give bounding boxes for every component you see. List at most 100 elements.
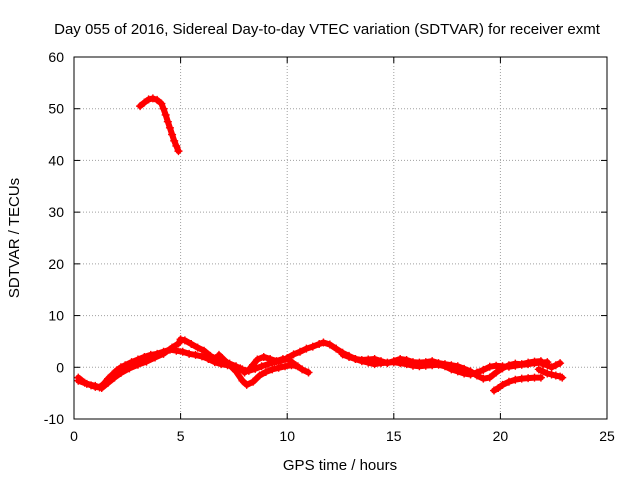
y-tick-label: 0	[56, 359, 64, 375]
data-point	[556, 359, 565, 368]
data-point	[176, 335, 185, 344]
data-point	[270, 358, 279, 367]
data-point	[304, 368, 313, 377]
data-point	[389, 358, 398, 367]
data-point	[91, 381, 100, 390]
data-point	[161, 110, 170, 119]
data-point	[242, 380, 251, 389]
data-point	[308, 342, 317, 351]
y-tick-label: -10	[44, 411, 64, 427]
data-point	[191, 350, 200, 359]
data-point	[547, 370, 556, 379]
y-tick-label: 40	[48, 152, 64, 168]
data-point	[289, 350, 298, 359]
y-tick-label: 10	[48, 308, 64, 324]
y-tick-label: 60	[48, 49, 64, 65]
data-point	[504, 377, 513, 386]
data-point	[268, 365, 277, 374]
data-point	[142, 357, 151, 366]
data-point	[249, 377, 258, 386]
data-point	[168, 130, 177, 139]
data-point	[325, 340, 334, 349]
data-point	[144, 95, 153, 104]
data-point	[287, 361, 296, 370]
tick-marks	[73, 56, 608, 420]
data-layer	[74, 94, 567, 395]
data-point	[490, 386, 499, 395]
data-point	[539, 367, 548, 376]
data-point	[547, 363, 556, 372]
data-point	[148, 94, 157, 103]
data-point	[172, 141, 181, 150]
data-point	[396, 359, 405, 368]
data-point	[302, 344, 311, 353]
data-point	[485, 373, 494, 382]
y-tick-label: 50	[48, 101, 64, 117]
y-axis-label: SDTVAR / TECUs	[6, 178, 23, 298]
data-point	[259, 352, 268, 361]
data-point	[319, 338, 328, 347]
data-point	[402, 360, 411, 369]
data-point	[295, 347, 304, 356]
data-point	[193, 343, 202, 352]
data-series	[539, 359, 565, 372]
data-point	[551, 361, 560, 370]
data-point	[543, 361, 552, 370]
data-point	[492, 368, 501, 377]
data-point	[543, 369, 552, 378]
data-series	[490, 373, 545, 395]
data-point	[97, 383, 106, 392]
data-point	[536, 373, 545, 382]
data-point	[174, 147, 183, 156]
data-point	[255, 371, 264, 380]
data-point	[558, 373, 567, 382]
data-point	[434, 360, 443, 369]
tick-labels: 0 5 10 15 20 25 -10 0 10 20 30 40 50 60	[44, 49, 615, 444]
data-point	[174, 339, 183, 348]
data-point	[82, 379, 91, 388]
data-point	[163, 117, 172, 126]
data-point	[472, 368, 481, 377]
data-point	[253, 355, 262, 364]
data-point	[534, 365, 543, 374]
data-point	[136, 102, 145, 111]
plot-frame	[73, 56, 608, 420]
data-point	[524, 360, 533, 369]
data-point	[197, 352, 206, 361]
data-point	[332, 344, 341, 353]
data-point	[345, 352, 354, 361]
data-point	[232, 367, 241, 376]
data-point	[494, 383, 503, 392]
data-point	[165, 123, 174, 132]
y-tick-label: 20	[48, 256, 64, 272]
x-tick-label: 0	[70, 428, 78, 444]
data-point	[466, 370, 475, 379]
data-point	[479, 374, 488, 383]
data-point	[504, 362, 513, 371]
x-tick-label: 20	[493, 428, 509, 444]
data-series	[136, 94, 183, 156]
data-point	[460, 369, 469, 378]
data-point	[274, 363, 283, 372]
data-series	[534, 365, 567, 382]
x-axis-label: GPS time / hours	[283, 457, 397, 474]
data-point	[153, 95, 162, 104]
data-point	[440, 362, 449, 371]
data-point	[511, 375, 520, 384]
data-point	[511, 361, 520, 370]
data-point	[200, 346, 209, 355]
data-point	[264, 360, 273, 369]
data-point	[351, 355, 360, 364]
x-tick-label: 25	[599, 428, 615, 444]
data-point	[159, 349, 168, 358]
data-point	[170, 136, 179, 145]
x-tick-label: 15	[386, 428, 402, 444]
data-point	[257, 362, 266, 371]
data-point	[338, 350, 347, 359]
data-point	[315, 340, 324, 349]
data-point	[133, 360, 142, 369]
data-point	[187, 340, 196, 349]
data-point	[539, 360, 548, 369]
data-point	[104, 378, 113, 387]
